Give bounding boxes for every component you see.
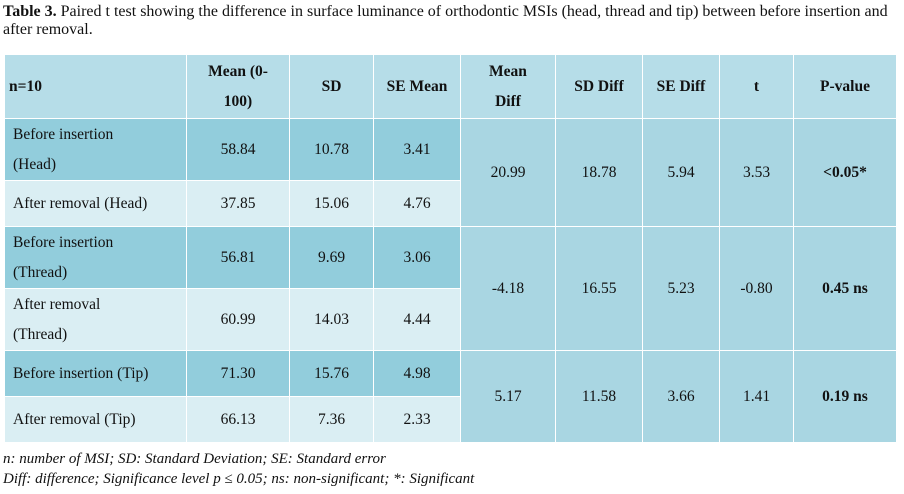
cell-se-diff: 5.23 [642,226,720,351]
cell-mean: 56.81 [186,226,290,289]
cell-sd-diff: 11.58 [555,350,643,443]
cell-se-mean: 4.76 [373,180,461,227]
row-label: After removal (Tip) [4,396,187,443]
cell-se-diff: 3.66 [642,350,720,443]
row-label-line2: (Thread) [13,325,68,343]
row-label-line2: (Thread) [13,263,68,281]
table-row: Before insertion (Head) 58.84 10.78 3.41 … [4,118,897,227]
table-row: Before insertion (Tip) 71.30 15.76 4.98 … [4,350,897,443]
header-mean-diff: Mean Diff [460,54,556,119]
cell-mean: 71.30 [186,350,290,397]
caption-text: Paired t test showing the difference in … [3,3,888,38]
header-sd: SD [289,54,374,119]
table-row: After removal (Head) 37.85 15.06 4.76 [4,180,897,227]
cell-se-mean: 3.41 [373,118,461,181]
header-n: n=10 [4,54,187,119]
cell-sd: 7.36 [289,396,374,443]
header-se-mean: SE Mean [373,54,461,119]
caption-label: Table 3. [3,3,57,20]
cell-t: -0.80 [719,226,794,351]
header-mean-line1: Mean (0- [208,62,268,80]
row-label-line1: Before insertion [13,125,114,143]
cell-se-mean: 4.98 [373,350,461,397]
header-mean-diff-line1: Mean [489,62,527,80]
cell-sd: 9.69 [289,226,374,289]
cell-sd-diff: 16.55 [555,226,643,351]
table-row: After removal (Thread) 60.99 14.03 4.44 [4,288,897,351]
row-label-line1: Before insertion [13,233,114,251]
footnote-line-1: n: number of MSI; SD: Standard Deviation… [3,451,386,467]
cell-se-mean: 4.44 [373,288,461,351]
footnote-line-2: Diff: difference; Significance level p ≤… [3,471,475,487]
cell-mean-diff: 20.99 [460,118,556,227]
header-mean: Mean (0- 100) [186,54,290,119]
cell-p-value: 0.19 ns [793,350,897,443]
cell-mean-diff: -4.18 [460,226,556,351]
cell-mean-diff: 5.17 [460,350,556,443]
cell-sd-diff: 18.78 [555,118,643,227]
header-mean-line2: 100) [223,92,253,110]
cell-se-diff: 5.94 [642,118,720,227]
row-label: Before insertion (Head) [4,118,187,181]
cell-mean: 66.13 [186,396,290,443]
table-caption: Table 3. Paired t test showing the diffe… [3,3,901,39]
header-row: n=10 Mean (0- 100) SD SE Mean Mean Diff SD… [4,54,897,119]
cell-mean: 60.99 [186,288,290,351]
row-label: Before insertion (Tip) [4,350,187,397]
row-label: After removal (Thread) [4,288,187,351]
cell-sd: 15.76 [289,350,374,397]
cell-se-mean: 3.06 [373,226,461,289]
cell-sd: 10.78 [289,118,374,181]
header-p-value: P-value [793,54,897,119]
cell-p-value: 0.45 ns [793,226,897,351]
row-label-line1: After removal [13,295,101,313]
header-t: t [719,54,794,119]
header-mean-diff-line2: Diff [495,92,521,110]
table-row: Before insertion (Thread) 56.81 9.69 3.06… [4,226,897,351]
cell-sd: 14.03 [289,288,374,351]
row-label: Before insertion (Thread) [4,226,187,289]
table-row: After removal (Tip) 66.13 7.36 2.33 [4,396,897,443]
row-label: After removal (Head) [4,180,187,227]
cell-se-mean: 2.33 [373,396,461,443]
cell-t: 1.41 [719,350,794,443]
header-se-diff: SE Diff [642,54,720,119]
cell-sd: 15.06 [289,180,374,227]
cell-mean: 37.85 [186,180,290,227]
header-sd-diff: SD Diff [555,54,643,119]
cell-p-value: <0.05* [793,118,897,227]
row-label-line2: (Head) [13,155,57,173]
cell-t: 3.53 [719,118,794,227]
cell-mean: 58.84 [186,118,290,181]
results-table: n=10 Mean (0- 100) SD SE Mean Mean Diff SD… [4,54,897,443]
